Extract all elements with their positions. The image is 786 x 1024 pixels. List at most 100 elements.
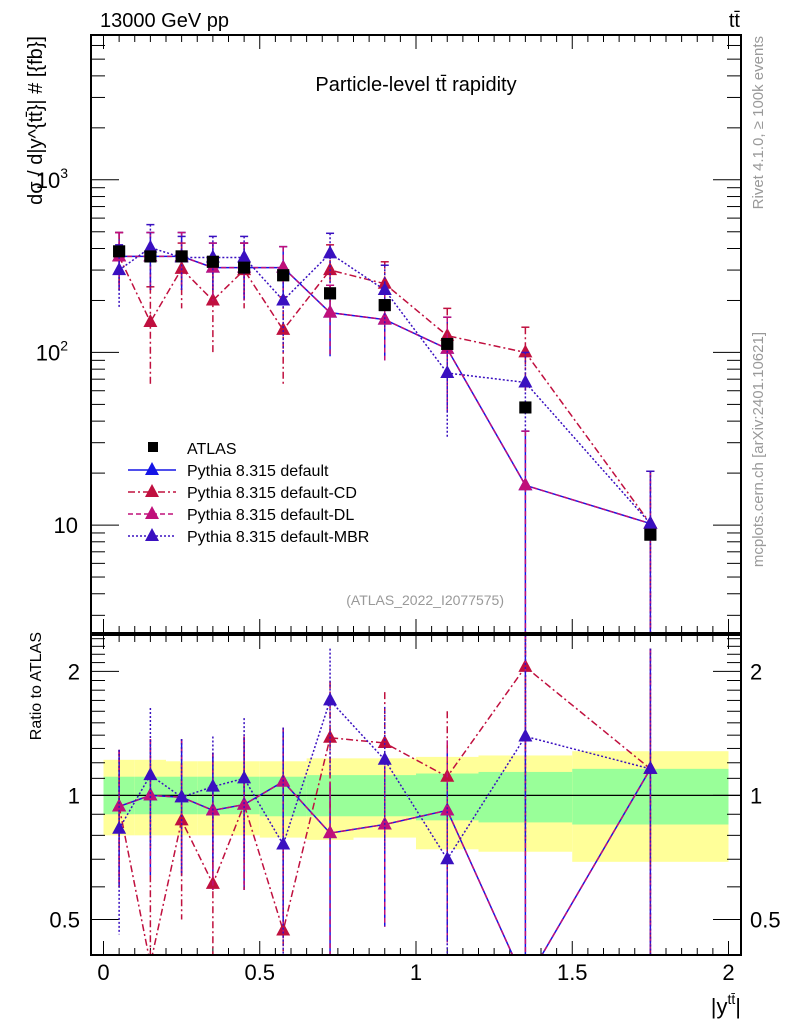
ytick-label: 103 [36,165,68,193]
legend-label: Pythia 8.315 default-MBR [187,529,369,546]
marker-triangle [205,292,220,306]
ytick-label: 10 [54,513,78,538]
ratio-marker-triangle [112,798,127,812]
atlas-data-point [238,261,251,274]
ratio-marker-triangle [205,778,220,792]
marker-triangle [518,344,533,358]
legend-marker-triangle [145,506,159,519]
xtick-labels: 0 0.5 1 1.5 2 [97,960,734,985]
ratio-marker-triangle [276,836,291,850]
marker-triangle [237,249,252,263]
ratio-series-line [118,698,651,861]
ratio-series-pythia-8-315-default-mbr [112,635,658,955]
ratio-marker-triangle [112,820,127,834]
marker-triangle [518,477,533,491]
legend-label: Pythia 8.315 default [187,463,329,480]
xtick-label: 0 [97,960,109,985]
energy-label: 13000 GeV pp [100,10,229,32]
ratio-y-axis-label: Ratio to ATLAS [28,632,45,740]
atlas-data-point [113,245,126,258]
legend-entry: Pythia 8.315 default-MBR [128,528,369,546]
xtick-label: 0.5 [244,960,275,985]
xtick-label: 2 [722,960,734,985]
upper-ytick-labels: 103 102 10 [36,165,78,538]
ratio-marker-triangle [174,812,189,826]
mcplots-label: mcplots.cern.ch [arXiv:2401.10621] [750,332,767,567]
legend-marker-triangle [145,484,159,497]
marker-triangle [276,292,291,306]
atlas-data-point [144,250,157,263]
ratio-marker-triangle [323,825,338,839]
process-label: tt̄ [729,10,741,32]
marker-triangle [143,239,158,253]
atlas-data-point [519,401,532,414]
ratio-ytick-label: 2 [68,659,80,684]
legend-marker-triangle [145,462,159,475]
legend-entry: ATLAS [148,441,237,458]
atlas-data-point [644,528,657,541]
marker-triangle [440,365,455,379]
atlas-data-point [277,269,290,282]
xtick-label: 1 [410,960,422,985]
marker-triangle [143,314,158,328]
ytick-label-exponent: 3 [60,165,68,181]
ratio-marker-triangle [174,789,189,803]
legend-label: Pythia 8.315 default-DL [187,507,354,524]
ytick-label-exponent: 2 [60,337,68,353]
ratio-series-line [118,768,652,955]
marker-triangle [643,515,658,529]
legend-entry: Pythia 8.315 default [128,462,329,480]
ratio-marker-triangle [377,751,392,765]
y-axis-label: dσ / d|y^{tt̄}| # [{fb}] [25,36,47,205]
upper-series [112,223,658,633]
ratio-ytick-label-right: 2 [750,659,762,684]
series-line [119,255,651,525]
ratio-axis-ticks [91,635,741,955]
ratio-marker-triangle [518,728,533,742]
series-pythia-8-315-default-mbr [112,223,658,633]
marker-triangle [323,262,338,276]
marker-triangle [276,321,291,335]
legend-entry: Pythia 8.315 default-DL [128,506,354,524]
ratio-ytick-label-right: 1 [750,783,762,808]
marker-triangle [323,245,338,259]
ratio-marker-triangle [643,760,658,774]
ratio-marker-triangle [323,729,338,743]
marker-triangle [112,262,127,276]
marker-triangle [323,304,338,318]
ratio-series [112,635,658,955]
atlas-data-point [206,255,219,268]
ratio-ytick-label-right: 0.5 [750,907,781,932]
ratio-marker-triangle [440,851,455,865]
analysis-tag: (ATLAS_2022_I2077575) [346,592,504,608]
upper-frame [90,34,742,634]
legend-label: Pythia 8.315 default-CD [187,485,357,502]
ratio-marker-triangle [377,735,392,749]
legend-marker-square [148,442,158,452]
ratio-frame [90,634,742,956]
legend-label: ATLAS [187,441,237,458]
legend: ATLAS Pythia 8.315 default Pythia 8.315 de… [128,441,369,546]
series-line [118,246,651,525]
atlas-data-point [378,299,391,312]
atlas-data-point [441,337,454,350]
xtick-label: 1.5 [557,960,588,985]
plot-title: Particle-level tt̄ rapidity [315,74,516,96]
ratio-ytick-label: 0.5 [49,907,80,932]
x-axis-label: |ytt̄| [711,991,741,1019]
ratio-ytick-labels: 0.5 0.5 1 1 2 2 [49,659,780,932]
atlas-data-point [324,287,337,300]
marker-triangle [518,374,533,388]
atlas-data-point [175,250,188,263]
legend-marker-triangle [145,528,159,541]
ratio-marker-triangle [143,767,158,781]
ratio-marker-triangle [323,692,338,706]
ratio-uncertainty-bands [103,751,729,862]
ytick-label: 102 [36,337,68,365]
marker-triangle [377,281,392,295]
rivet-version-label: Rivet 4.1.0, ≥ 100k events [750,36,767,209]
ratio-marker-triangle [518,658,533,672]
legend-entry: Pythia 8.315 default-CD [128,484,357,502]
ratio-marker-triangle [237,770,252,784]
ratio-ytick-label: 1 [68,783,80,808]
